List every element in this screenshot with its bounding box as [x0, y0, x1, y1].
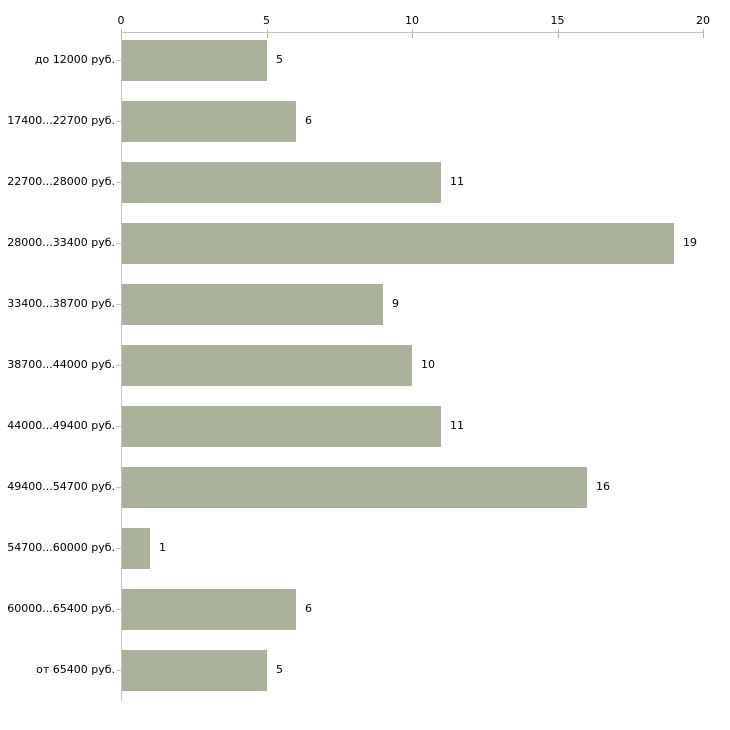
category-label: 33400...38700 руб.	[7, 297, 115, 310]
category-tick-mark	[116, 548, 121, 549]
bar	[122, 40, 267, 81]
x-tick-label: 5	[263, 14, 270, 27]
value-label: 1	[159, 541, 166, 554]
x-tick-label: 0	[117, 14, 125, 27]
bar	[122, 467, 587, 508]
bar	[122, 406, 441, 447]
value-label: 5	[276, 663, 283, 676]
x-tick-mark	[121, 29, 122, 38]
bar	[122, 345, 412, 386]
category-label: 28000...33400 руб.	[7, 236, 115, 249]
value-label: 11	[450, 419, 464, 432]
value-label: 6	[305, 114, 312, 127]
x-tick-mark	[266, 29, 268, 38]
category-tick-mark	[116, 670, 121, 671]
category-tick-mark	[116, 426, 121, 427]
category-label: 22700...28000 руб.	[7, 175, 115, 188]
category-tick-mark	[116, 243, 121, 244]
bar	[122, 284, 383, 325]
category-label: 60000...65400 руб.	[7, 602, 115, 615]
x-tick-mark	[557, 29, 559, 38]
bar	[122, 223, 674, 264]
category-label: 49400...54700 руб.	[7, 480, 115, 493]
x-tick-mark	[412, 29, 413, 38]
category-tick-mark	[116, 121, 121, 122]
x-tick-label: 20	[696, 14, 710, 27]
category-tick-mark	[116, 182, 121, 183]
x-tick-label: 15	[550, 14, 565, 27]
bar	[122, 650, 267, 691]
category-label: 38700...44000 руб.	[7, 358, 115, 371]
category-tick-mark	[116, 487, 121, 488]
x-tick-mark	[703, 29, 704, 38]
category-label: до 12000 руб.	[34, 53, 115, 66]
category-label: 44000...49400 руб.	[7, 419, 115, 432]
x-tick-label: 10	[405, 14, 419, 27]
category-tick-mark	[116, 365, 121, 366]
bar	[122, 162, 441, 203]
category-tick-mark	[116, 304, 121, 305]
value-label: 6	[305, 602, 312, 615]
value-label: 16	[596, 480, 610, 493]
bar	[122, 101, 296, 142]
category-tick-mark	[116, 609, 121, 610]
y-axis-line	[121, 32, 122, 701]
category-label: от 65400 руб.	[36, 663, 115, 676]
value-label: 11	[450, 175, 464, 188]
value-label: 19	[683, 236, 697, 249]
category-label: 17400...22700 руб.	[7, 114, 115, 127]
value-label: 5	[276, 53, 283, 66]
category-tick-mark	[116, 60, 121, 61]
bar	[122, 528, 150, 569]
category-label: 54700...60000 руб.	[7, 541, 115, 554]
bar	[122, 589, 296, 630]
value-label: 9	[392, 297, 399, 310]
value-label: 10	[421, 358, 435, 371]
